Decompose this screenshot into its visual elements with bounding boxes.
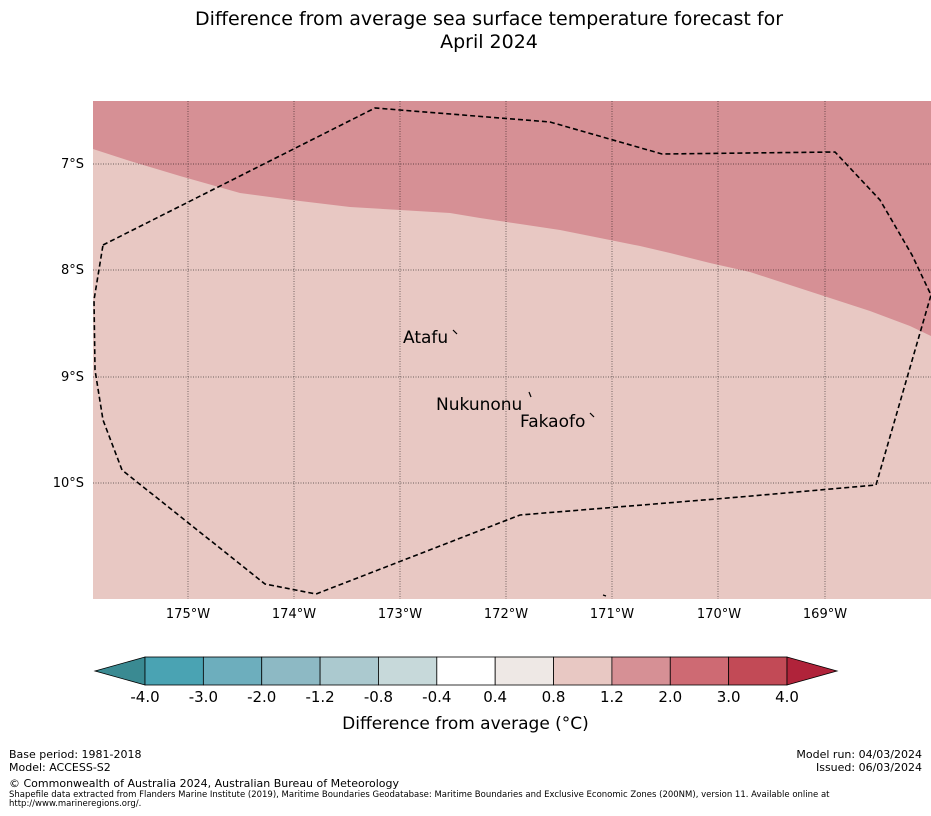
gridlines	[93, 101, 931, 599]
colorbar-swatch	[669, 656, 730, 686]
colorbar-tick: 4.0	[775, 688, 799, 706]
title-line-2: April 2024	[440, 31, 538, 53]
lat-label-9s: 9°S	[60, 370, 84, 385]
colorbar-tick: -0.4	[422, 688, 452, 706]
map-region-north	[93, 101, 931, 336]
island-label-atafu: Atafu	[403, 328, 449, 348]
island-markers	[452, 329, 607, 597]
colorbar-swatch	[553, 656, 613, 686]
lon-label-170w: 170°W	[696, 607, 742, 622]
colorbar-tick: -2.0	[247, 688, 277, 706]
lat-label-10s: 10°S	[52, 476, 84, 491]
colorbar-tick: 3.0	[716, 688, 741, 706]
colorbar-swatch	[494, 656, 554, 686]
colorbar	[93, 656, 839, 686]
colorbar-extend-high	[786, 656, 839, 686]
colorbar-tick: 1.2	[599, 688, 624, 706]
colorbar-tick: -0.8	[363, 688, 394, 706]
lon-label-169w: 169°W	[802, 607, 848, 622]
colorbar-swatch	[611, 656, 671, 686]
issued-date: Issued: 06/03/2024	[815, 761, 922, 774]
colorbar-swatch	[202, 656, 263, 686]
colorbar-tick: 0.4	[483, 688, 508, 706]
island-label-fakaofo: Fakaofo	[520, 412, 586, 432]
chart-title: Difference from average sea surface temp…	[0, 8, 931, 54]
lon-label-173w: 173°W	[377, 607, 423, 622]
base-period: Base period: 1981-2018	[9, 748, 142, 761]
colorbar-tick: -4.0	[130, 688, 160, 706]
lon-label-174w: 174°W	[271, 607, 317, 622]
lon-label-172w: 172°W	[483, 607, 529, 622]
colorbar-extend-low	[93, 656, 146, 686]
colorbar-swatch	[319, 656, 379, 686]
lat-label-8s: 8°S	[60, 263, 84, 278]
colorbar-label: Difference from average (°C)	[342, 714, 589, 734]
colorbar-swatch	[728, 656, 788, 686]
title-line-1: Difference from average sea surface temp…	[194, 8, 784, 30]
lon-label-171w: 171°W	[589, 607, 635, 622]
colorbar-swatch	[261, 656, 321, 686]
shapefile-credit: Shapefile data extracted from Flanders M…	[9, 790, 830, 809]
copyright-notice: © Commonwealth of Australia 2024, Austra…	[9, 777, 399, 790]
colorbar-tick: 0.8	[541, 688, 566, 706]
island-label-nukunonu: Nukunonu	[436, 395, 523, 415]
colorbar-swatch	[144, 656, 204, 686]
colorbar-tick: 2.0	[658, 688, 683, 706]
colorbar-swatch	[378, 656, 438, 686]
lat-label-7s: 7°S	[60, 157, 84, 172]
colorbar-swatch	[436, 656, 496, 686]
colorbar-tick: -1.2	[305, 688, 335, 706]
model-run-date: Model run: 04/03/2024	[796, 748, 922, 761]
model-name: Model: ACCESS-S2	[9, 761, 111, 774]
lon-label-175w: 175°W	[165, 607, 211, 622]
colorbar-tick: -3.0	[188, 688, 218, 706]
eez-boundary-line	[93, 107, 931, 595]
